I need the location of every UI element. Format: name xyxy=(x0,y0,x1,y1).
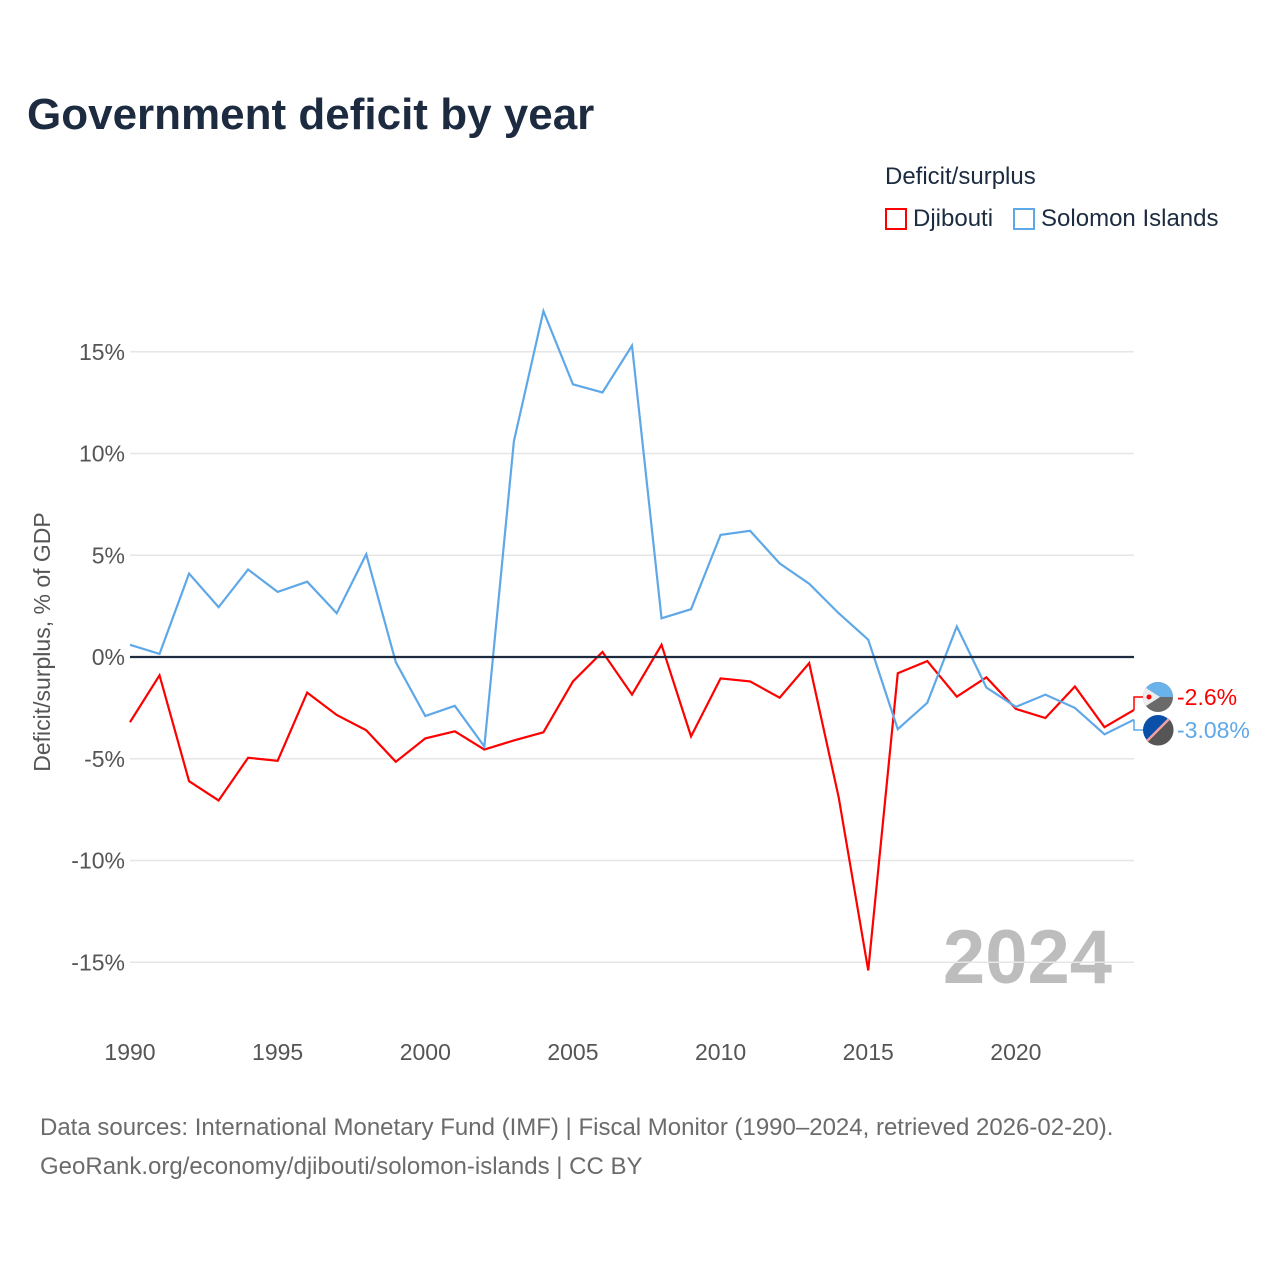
end-label-solomon-islands: -3.08% xyxy=(1177,717,1250,743)
series-line-djibouti xyxy=(129,642,1135,971)
year-watermark: 2024 xyxy=(943,915,1112,1000)
x-tick-label: 1990 xyxy=(104,1039,155,1065)
legend-title: Deficit/surplus xyxy=(885,163,1036,190)
chart-title: Government deficit by year xyxy=(27,90,595,139)
legend-swatch-djibouti xyxy=(885,208,907,230)
x-tick-label: 2000 xyxy=(400,1039,451,1065)
x-tick-label: 2020 xyxy=(990,1039,1041,1065)
x-tick-label: 2015 xyxy=(843,1039,894,1065)
end-label-connector-solomon-islands xyxy=(1133,719,1144,731)
legend-swatch-solomon-islands xyxy=(1013,208,1036,230)
y-axis-label: Deficit/surplus, % of GDP xyxy=(29,512,55,771)
end-label-djibouti: -2.6% xyxy=(1177,684,1237,710)
y-tick-label: 15% xyxy=(79,339,125,365)
legend-item-djibouti[interactable]: Djibouti xyxy=(885,205,993,233)
legend: Djibouti Solomon Islands xyxy=(885,205,1218,233)
flag-icon-stripe xyxy=(1146,718,1170,742)
y-tick-label: -10% xyxy=(71,848,125,874)
legend-label-djibouti: Djibouti xyxy=(913,205,994,232)
series-line-solomon-islands xyxy=(129,307,1135,750)
x-tick-label: 2010 xyxy=(695,1039,746,1065)
end-label-connector-djibouti xyxy=(1133,696,1144,710)
y-tick-label: 5% xyxy=(92,542,125,568)
flag-icon-star xyxy=(1146,694,1152,700)
legend-label-solomon-islands: Solomon Islands xyxy=(1041,205,1219,232)
footer: Data sources: International Monetary Fun… xyxy=(40,1108,1113,1186)
x-tick-label: 1995 xyxy=(252,1039,303,1065)
flag-icon-part xyxy=(1147,719,1174,746)
attribution-text: GeoRank.org/economy/djibouti/solomon-isl… xyxy=(40,1153,643,1180)
y-tick-label: -5% xyxy=(84,746,125,772)
y-tick-label: 0% xyxy=(92,644,125,670)
source-text: Data sources: International Monetary Fun… xyxy=(40,1114,1114,1141)
y-tick-label: 10% xyxy=(79,441,125,467)
y-tick-label: -15% xyxy=(71,949,125,975)
x-tick-label: 2005 xyxy=(547,1039,598,1065)
legend-item-solomon-islands[interactable]: Solomon Islands xyxy=(1013,205,1218,233)
